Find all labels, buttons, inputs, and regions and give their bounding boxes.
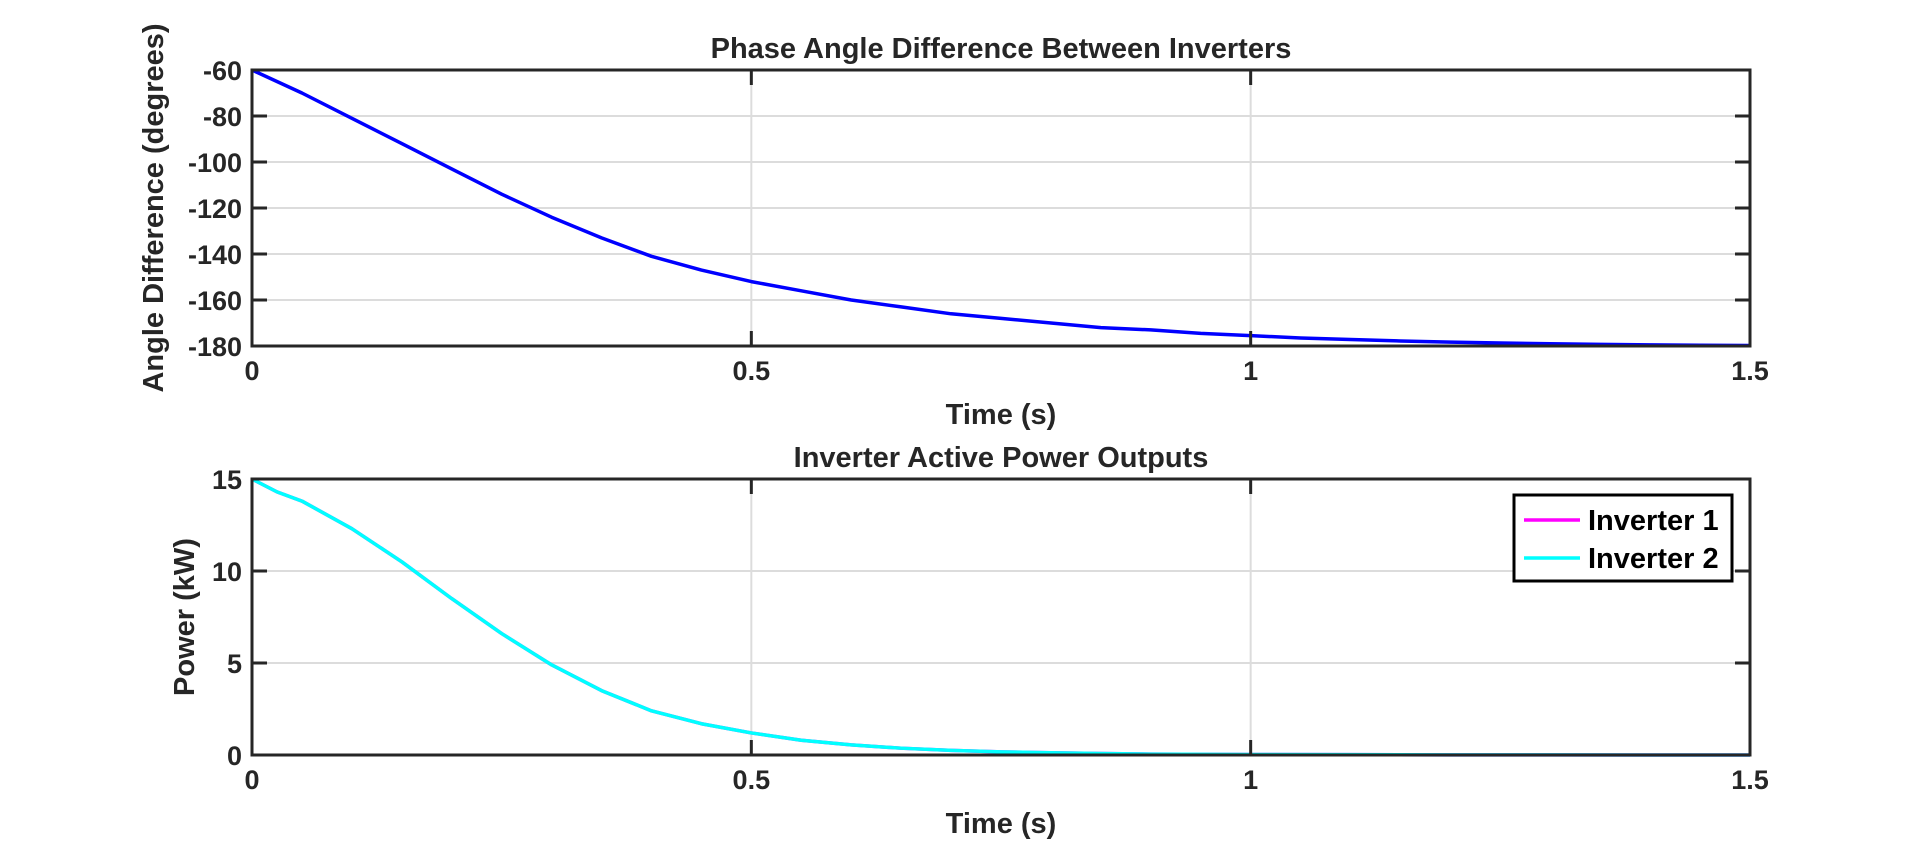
y-tick-label: -140	[188, 240, 242, 270]
y-tick-label: 10	[212, 557, 242, 587]
legend-entry: Inverter 2	[1588, 543, 1719, 575]
chart-title: Inverter Active Power Outputs	[794, 442, 1209, 474]
y-tick-label: -160	[188, 286, 242, 316]
x-axis-label: Time (s)	[946, 808, 1057, 840]
x-tick-label: 1	[1243, 765, 1258, 795]
x-tick-label: 1.5	[1731, 765, 1769, 795]
y-axis-label: Power (kW)	[169, 538, 201, 696]
x-axis-label: Time (s)	[946, 399, 1057, 431]
x-tick-label: 0	[244, 765, 259, 795]
y-axis-label: Angle Difference (degrees)	[138, 23, 170, 392]
y-tick-label: 0	[227, 741, 242, 771]
y-tick-label: -80	[203, 102, 242, 132]
legend-box	[1512, 493, 1734, 583]
y-tick-label: -100	[188, 148, 242, 178]
series-line-1	[251, 68, 1751, 348]
y-tick-label: -60	[203, 56, 242, 86]
axes-box	[250, 477, 1752, 757]
y-tick-label: 5	[227, 649, 242, 679]
legend-entry: Inverter 1	[1588, 505, 1719, 537]
x-tick-label: 1	[1243, 356, 1258, 386]
x-tick-label: 0.5	[733, 765, 771, 795]
subplot-2: 0 0.5 1 1.5 0 5 10 15 Inverter Active Power Outp…	[169, 442, 1769, 840]
y-tick-label: 15	[212, 465, 242, 495]
x-tick-label: 0	[244, 356, 259, 386]
x-tick-label: 1.5	[1731, 356, 1769, 386]
legend: Inverter 1 Inverter 2	[1512, 493, 1734, 583]
subplot-1: 0 0.5 1 1.5 -180 -160 -140 -120 -100 -80 -60 Phase …	[138, 23, 1769, 431]
y-tick-label: -180	[188, 332, 242, 362]
y-tick-label: -120	[188, 194, 242, 224]
x-tick-label: 0.5	[733, 356, 771, 386]
chart-title: Phase Angle Difference Between Inverters	[711, 33, 1292, 65]
